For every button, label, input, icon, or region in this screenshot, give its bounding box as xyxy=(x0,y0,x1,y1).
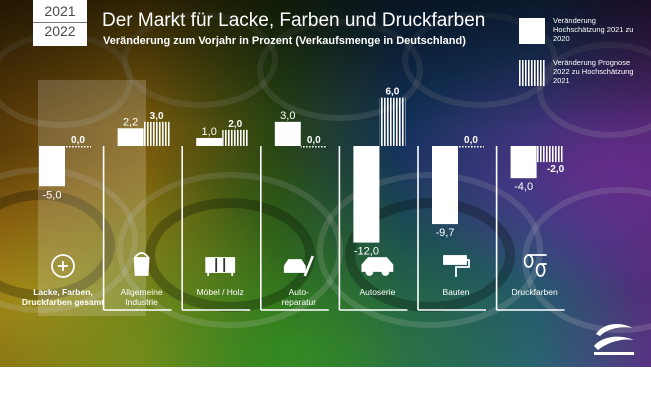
category-label: Lacke, Farben, xyxy=(33,287,93,297)
car-icon xyxy=(361,257,394,276)
bar-chart: -5,0 0,0 Lacke, Farben,Druckfarben gesamt 2… xyxy=(22,87,565,311)
legend-solid-label: Veränderung Hochschätzung 2021 zu 2020 xyxy=(553,16,634,43)
chart-subtitle: Veränderung zum Vorjahr in Prozent (Verk… xyxy=(103,35,466,47)
data-label-solid: -9,7 xyxy=(436,227,455,239)
total-category-highlight xyxy=(38,80,146,316)
paper-rolls-icon xyxy=(523,254,547,277)
bar-groups: -5,0 0,0 Lacke, Farben,Druckfarben gesamt 2… xyxy=(22,87,565,311)
category-label: Druckfarben gesamt xyxy=(22,297,104,307)
data-label-striped: 0,0 xyxy=(307,135,321,146)
paint-bucket-icon xyxy=(133,252,150,276)
bar-solid xyxy=(510,146,537,179)
category-label: Möbel / Holz xyxy=(197,287,244,297)
legend-solid-swatch xyxy=(519,18,545,44)
bar-striped xyxy=(300,146,327,148)
bar-striped xyxy=(379,97,406,146)
category-label: Industrie xyxy=(125,297,158,307)
logo-icon xyxy=(594,324,634,355)
furniture-icon xyxy=(205,257,236,276)
paint-roller-icon xyxy=(443,255,470,277)
category-label: Allgemeine xyxy=(121,287,163,297)
bar-striped xyxy=(65,146,91,148)
data-label-striped: 2,0 xyxy=(228,119,242,130)
data-label-solid: 2,2 xyxy=(123,116,138,128)
data-label-solid: 1,0 xyxy=(202,126,217,138)
legend-striped-swatch xyxy=(519,60,545,86)
bar-solid xyxy=(39,146,65,187)
mechanic-icon xyxy=(283,255,314,277)
category-label: Druckfarben xyxy=(511,287,558,297)
bar-striped xyxy=(143,121,170,146)
year-next: 2022 xyxy=(33,22,87,39)
category-label: Autoserie xyxy=(359,287,395,297)
data-label-striped: -2,0 xyxy=(547,164,565,175)
data-label-striped: 0,0 xyxy=(71,135,85,146)
category-label: Auto- xyxy=(289,287,309,297)
data-label-striped: 0,0 xyxy=(464,135,478,146)
bar-solid xyxy=(117,128,144,146)
footer-strip xyxy=(0,367,651,402)
bar-solid xyxy=(196,137,223,146)
category-label: Bauten xyxy=(443,287,470,297)
bar-solid xyxy=(274,121,301,146)
category-label: reparatur xyxy=(282,297,317,307)
bar-striped xyxy=(458,146,484,148)
bar-solid xyxy=(432,146,458,225)
data-label-striped: 3,0 xyxy=(150,111,164,122)
data-label-solid: -12,0 xyxy=(354,246,379,258)
chart-title: Der Markt für Lacke, Farben und Druckfar… xyxy=(102,10,486,31)
bar-solid xyxy=(353,146,380,243)
data-label-solid: -4,0 xyxy=(514,181,533,193)
bar-striped xyxy=(222,129,249,146)
data-label-solid: 3,0 xyxy=(280,110,295,122)
years-box: 2021 2022 xyxy=(33,0,87,46)
bar-striped xyxy=(536,146,563,163)
legend-striped-label: Veränderung Prognose 2022 zu Hochschätzu… xyxy=(553,58,634,85)
data-label-solid: -5,0 xyxy=(43,189,62,201)
plus-circle-icon xyxy=(51,254,75,278)
year-current: 2021 xyxy=(44,3,76,19)
data-label-striped: 6,0 xyxy=(385,87,399,98)
